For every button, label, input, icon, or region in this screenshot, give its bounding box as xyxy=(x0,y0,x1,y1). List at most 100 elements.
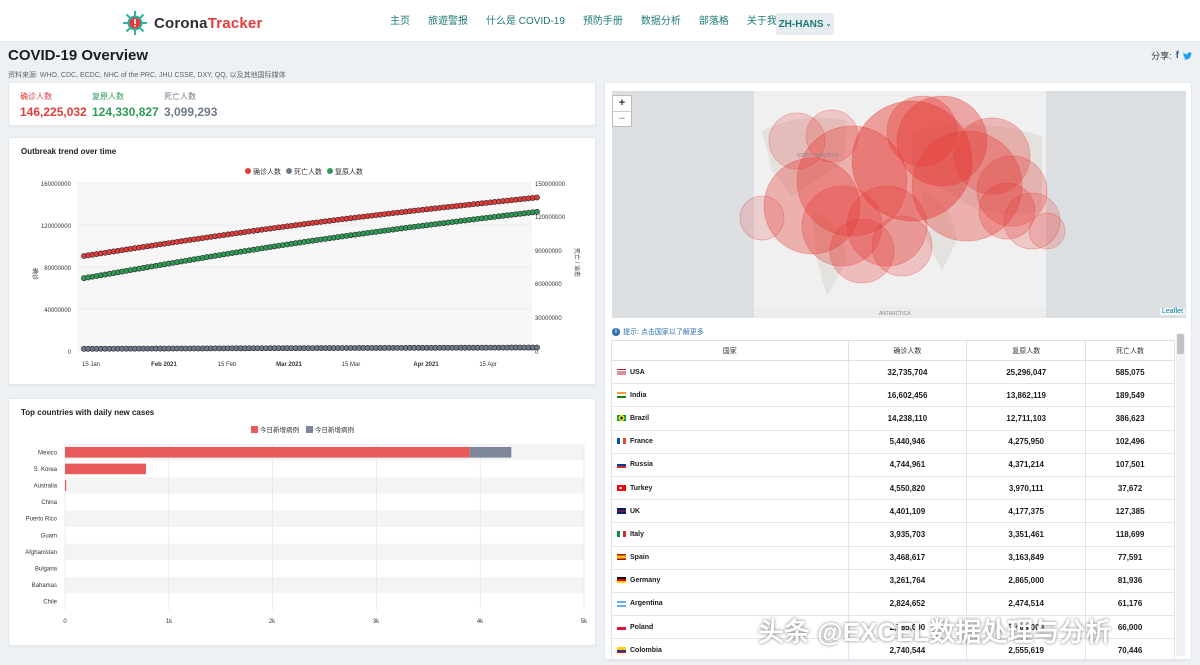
table-row[interactable]: France 5,440,946 4,275,950 102,496 xyxy=(611,429,1175,454)
case-bubble[interactable] xyxy=(978,182,1036,240)
case-bubble[interactable] xyxy=(846,185,928,267)
case-bubble[interactable] xyxy=(1003,192,1061,250)
country-cell[interactable]: UK xyxy=(611,499,849,524)
summary-stats-card: 确诊人数 146,225,032 复原人数 124,330,827 死亡人数 3… xyxy=(8,82,596,126)
y-right-tick: 90000000 xyxy=(535,249,562,255)
table-row[interactable]: Colombia 2,740,544 2,555,619 70,446 xyxy=(611,638,1175,663)
case-bubble[interactable] xyxy=(763,157,861,255)
case-bubble[interactable] xyxy=(1028,212,1066,250)
series-point[interactable] xyxy=(534,194,540,201)
table-row[interactable]: Spain 3,468,617 3,163,849 77,591 xyxy=(611,545,1175,570)
bar[interactable] xyxy=(65,463,146,475)
case-bubble[interactable] xyxy=(805,109,859,163)
case-bubble[interactable] xyxy=(796,125,908,237)
case-bubble[interactable] xyxy=(911,130,1023,242)
bar[interactable] xyxy=(65,480,67,491)
col-header-recovered[interactable]: 复原人数 xyxy=(966,340,1087,361)
bar[interactable] xyxy=(65,447,470,458)
country-cell[interactable]: Spain xyxy=(611,545,849,570)
country-cell[interactable]: India xyxy=(611,383,849,408)
legend-label[interactable]: 今日新增病例 xyxy=(260,425,299,434)
col-header-country[interactable]: 国家 xyxy=(611,340,849,361)
table-row[interactable]: Poland 2,785,000 2,403,000 66,000 xyxy=(611,615,1175,640)
legend-label[interactable]: 今日新增病例 xyxy=(315,425,354,434)
bar-row-band xyxy=(65,493,584,511)
legend-recovered-label[interactable]: 复原人数 xyxy=(335,167,363,176)
country-cell[interactable]: Brazil xyxy=(611,406,849,431)
zoom-out-button[interactable]: − xyxy=(613,111,631,126)
case-bubble[interactable] xyxy=(953,117,1031,195)
case-bubble[interactable] xyxy=(896,95,988,187)
language-label: ZH-HANS xyxy=(778,18,824,30)
leaflet-attribution-link[interactable]: Leaflet xyxy=(1160,308,1186,315)
country-cell[interactable]: Russia xyxy=(611,452,849,477)
twitter-icon[interactable] xyxy=(1183,51,1192,60)
zoom-in-button[interactable]: + xyxy=(618,97,626,109)
recovered-cell: 2,555,619 xyxy=(966,638,1087,663)
case-bubble[interactable] xyxy=(768,112,826,170)
case-bubble[interactable] xyxy=(976,155,1048,227)
table-row[interactable]: Turkey 4,550,820 3,970,111 37,672 xyxy=(611,475,1175,501)
table-row[interactable]: Russia 4,744,961 4,371,214 107,501 xyxy=(611,452,1175,477)
case-bubble[interactable] xyxy=(871,215,933,277)
table-row[interactable]: Brazil 14,238,110 12,711,103 386,623 xyxy=(611,406,1175,431)
table-row[interactable]: USA 32,735,704 25,296,047 585,075 xyxy=(611,359,1175,385)
nav-item-what-is-covid[interactable]: 什么是 COVID-19 xyxy=(486,16,565,27)
bar-category-label: Puerto Rico xyxy=(26,517,58,523)
map-land-africa xyxy=(922,191,957,271)
nav-item-travel-alert[interactable]: 旅遊警报 xyxy=(428,16,468,27)
world-map[interactable]: NORTH AMERICA ANTARCTICA xyxy=(612,91,1186,318)
facebook-icon[interactable]: f xyxy=(1175,50,1179,61)
table-row[interactable]: Italy 3,935,703 3,351,461 118,699 xyxy=(611,522,1175,547)
country-cell[interactable]: Colombia xyxy=(611,638,849,663)
bar[interactable] xyxy=(469,447,512,458)
map-case-bubbles xyxy=(739,95,1066,284)
country-cell[interactable]: Italy xyxy=(611,522,849,547)
info-icon: i xyxy=(612,328,620,336)
table-scrollbar[interactable] xyxy=(1176,333,1185,656)
share-bar: 分享: f xyxy=(1151,49,1192,62)
country-cell[interactable]: Turkey xyxy=(611,475,849,501)
country-cell[interactable]: Poland xyxy=(611,615,849,640)
table-row[interactable]: Argentina 2,824,652 2,474,514 61,176 xyxy=(611,591,1175,617)
nav-item-about[interactable]: 关于我们 xyxy=(746,16,787,27)
country-cell[interactable]: France xyxy=(611,429,849,454)
case-bubble[interactable] xyxy=(801,185,883,267)
nav-item-blog[interactable]: 部落格 xyxy=(698,16,729,27)
nav-item-data-analysis[interactable]: 数据分析 xyxy=(640,16,681,27)
y-right-tick: 120000000 xyxy=(535,215,566,221)
y-left-tick: 80000000 xyxy=(44,266,71,272)
nav-item-home[interactable]: 主页 xyxy=(390,16,410,27)
legend-swatch-today xyxy=(251,426,258,433)
country-name: USA xyxy=(630,368,645,376)
country-cell[interactable]: USA xyxy=(611,359,849,385)
logo[interactable]: CoronaTracker xyxy=(122,10,262,36)
legend-deaths-label[interactable]: 死亡人数 xyxy=(294,167,322,176)
country-cell[interactable]: Germany xyxy=(611,568,849,593)
table-row[interactable]: Germany 3,261,764 2,865,000 81,936 xyxy=(611,568,1175,593)
series-point[interactable] xyxy=(534,344,540,351)
x-tick: Apr 2021 xyxy=(413,362,439,368)
confirmed-cell: 2,740,544 xyxy=(847,638,968,663)
col-header-deaths[interactable]: 死亡人数 xyxy=(1085,340,1175,361)
legend-confirmed-label[interactable]: 确诊人数 xyxy=(253,167,281,176)
nav-item-prevention[interactable]: 预防手册 xyxy=(582,16,623,27)
table-row[interactable]: UK 4,401,109 4,177,375 127,385 xyxy=(611,499,1175,524)
col-header-confirmed[interactable]: 确诊人数 xyxy=(847,340,968,361)
case-bubble[interactable] xyxy=(886,95,958,167)
nav-menu: 主页 旅遊警报 什么是 COVID-19 预防手册 数据分析 部落格 关于我们 xyxy=(390,12,805,27)
stat-recovered: 复原人数 124,330,827 xyxy=(92,91,159,119)
case-bubble[interactable] xyxy=(851,100,973,222)
flag-co-icon xyxy=(617,647,626,653)
table-row[interactable]: India 16,602,456 13,862,119 189,549 xyxy=(611,383,1175,408)
case-bubble[interactable] xyxy=(829,218,895,284)
top-nav: CoronaTracker 主页 旅遊警报 什么是 COVID-19 预防手册 … xyxy=(0,0,1200,42)
table-scrollbar-thumb[interactable] xyxy=(1177,334,1184,354)
table-body: USA 32,735,704 25,296,047 585,075 India 16,60… xyxy=(611,359,1175,663)
confirmed-cell: 16,602,456 xyxy=(847,383,968,408)
stat-deaths: 死亡人数 3,099,293 xyxy=(164,91,217,119)
deaths-cell: 102,496 xyxy=(1085,429,1175,454)
language-selector[interactable]: ZH-HANS ⌄ xyxy=(776,13,834,35)
case-bubble[interactable] xyxy=(739,195,785,241)
series-point[interactable] xyxy=(534,208,540,215)
